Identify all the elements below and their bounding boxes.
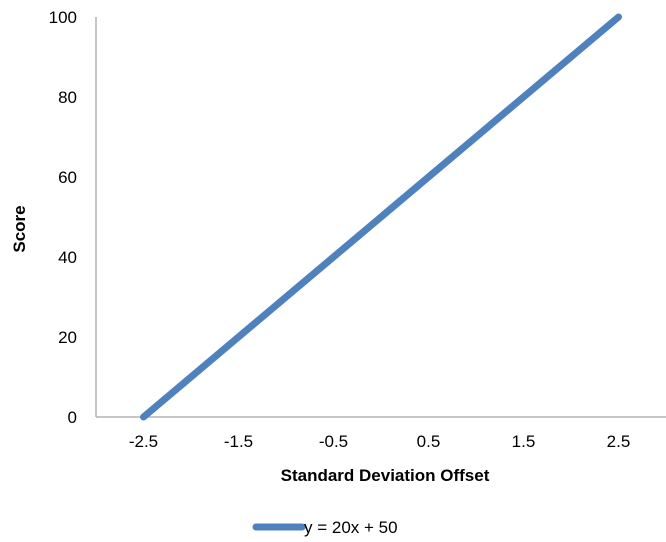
y-tick-label: 80 [58,88,77,107]
y-tick-label: 20 [58,328,77,347]
y-tick-label: 100 [49,8,77,27]
legend-label: y = 20x + 50 [304,518,398,537]
y-axis-ticks: 0 20 40 60 80 100 [49,8,77,427]
x-axis-ticks: -2.5 -1.5 -0.5 0.5 1.5 2.5 [129,432,630,451]
x-tick-label: 2.5 [607,432,631,451]
y-tick-label: 60 [58,168,77,187]
x-tick-label: 0.5 [417,432,441,451]
x-tick-label: 1.5 [512,432,536,451]
x-tick-label: -1.5 [224,432,253,451]
series-layer [140,13,622,421]
y-tick-label: 0 [68,408,77,427]
legend: y = 20x + 50 [252,518,398,537]
x-axis-title: Standard Deviation Offset [281,466,490,485]
series-line [140,13,622,421]
x-tick-label: -0.5 [319,432,348,451]
y-tick-label: 40 [58,248,77,267]
x-tick-label: -2.5 [129,432,158,451]
y-axis-title: Score [10,205,29,252]
